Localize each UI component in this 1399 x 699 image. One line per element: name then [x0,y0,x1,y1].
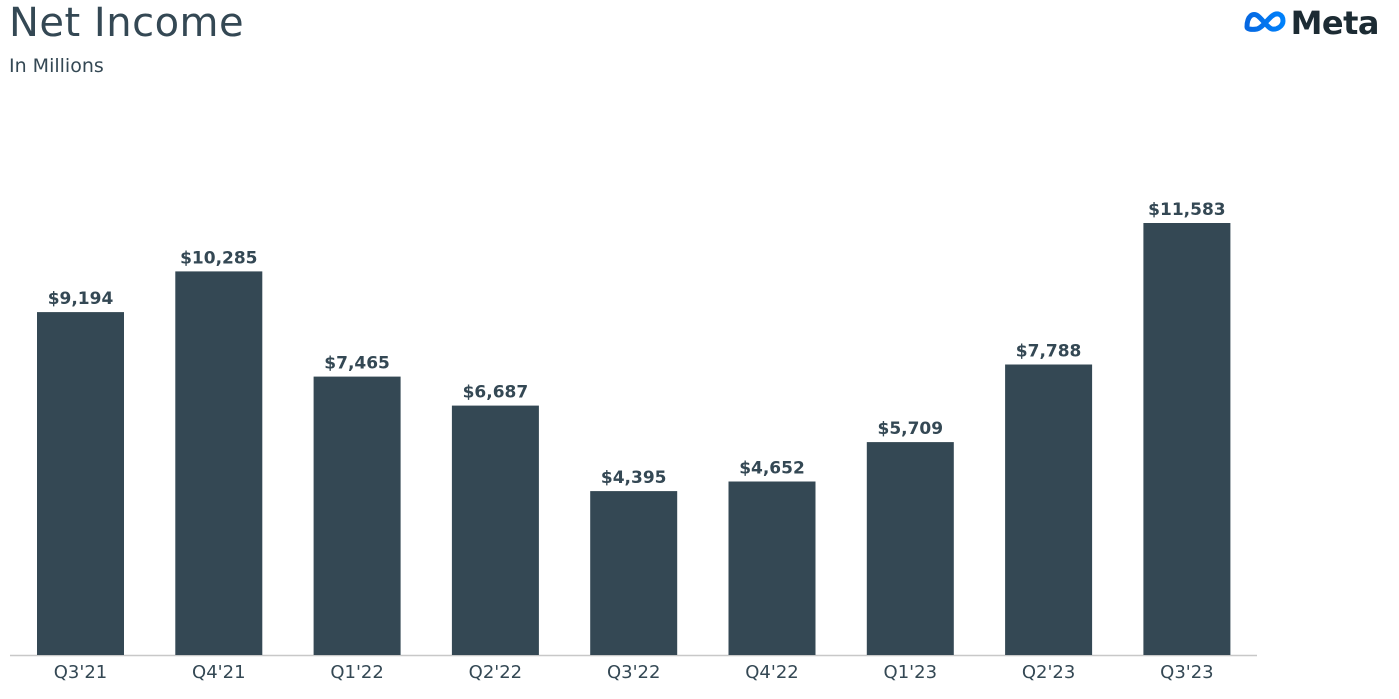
x-tick-label-Q3'23: Q3'23 [1160,662,1213,683]
x-tick-label-Q1'22: Q1'22 [330,662,383,683]
bar-Q3'22 [590,491,678,655]
chart-title: Net Income [9,0,245,46]
bar-Q2'23 [1005,364,1093,655]
bar-Q3'21 [37,312,124,655]
bar-Q3'23 [1143,223,1231,655]
data-label-Q2'23: $7,788 [1016,342,1082,362]
data-label-Q3'21: $9,194 [48,289,114,309]
x-tick-label-Q3'22: Q3'22 [607,662,660,683]
x-tick-label-Q4'22: Q4'22 [745,662,798,683]
bar-Q2'22 [451,405,539,655]
x-tick-label-Q2'23: Q2'23 [1022,662,1075,683]
data-label-Q1'22: $7,465 [324,354,390,374]
data-label-Q4'22: $4,652 [739,459,805,479]
chart-subtitle: In Millions [9,55,104,77]
x-tick-label-Q3'21: Q3'21 [54,662,107,683]
bar-Q4'22 [728,481,816,655]
x-tick-label-Q1'23: Q1'23 [884,662,937,683]
x-tick-label-Q2'22: Q2'22 [469,662,522,683]
x-tick-label-Q4'21: Q4'21 [192,662,245,683]
bar-Q4'21 [175,271,263,655]
data-label-Q4'21: $10,285 [180,248,257,268]
meta-infinity-icon [1243,8,1287,38]
data-label-Q3'22: $4,395 [601,468,667,488]
bar-Q1'22 [313,376,401,655]
meta-wordmark: Meta [1290,4,1380,42]
data-label-Q1'23: $5,709 [877,419,943,439]
data-label-Q2'22: $6,687 [463,383,529,403]
data-label-Q3'23: $11,583 [1148,200,1225,220]
meta-logo: Meta [1243,4,1380,42]
bar-Q1'23 [866,442,954,655]
